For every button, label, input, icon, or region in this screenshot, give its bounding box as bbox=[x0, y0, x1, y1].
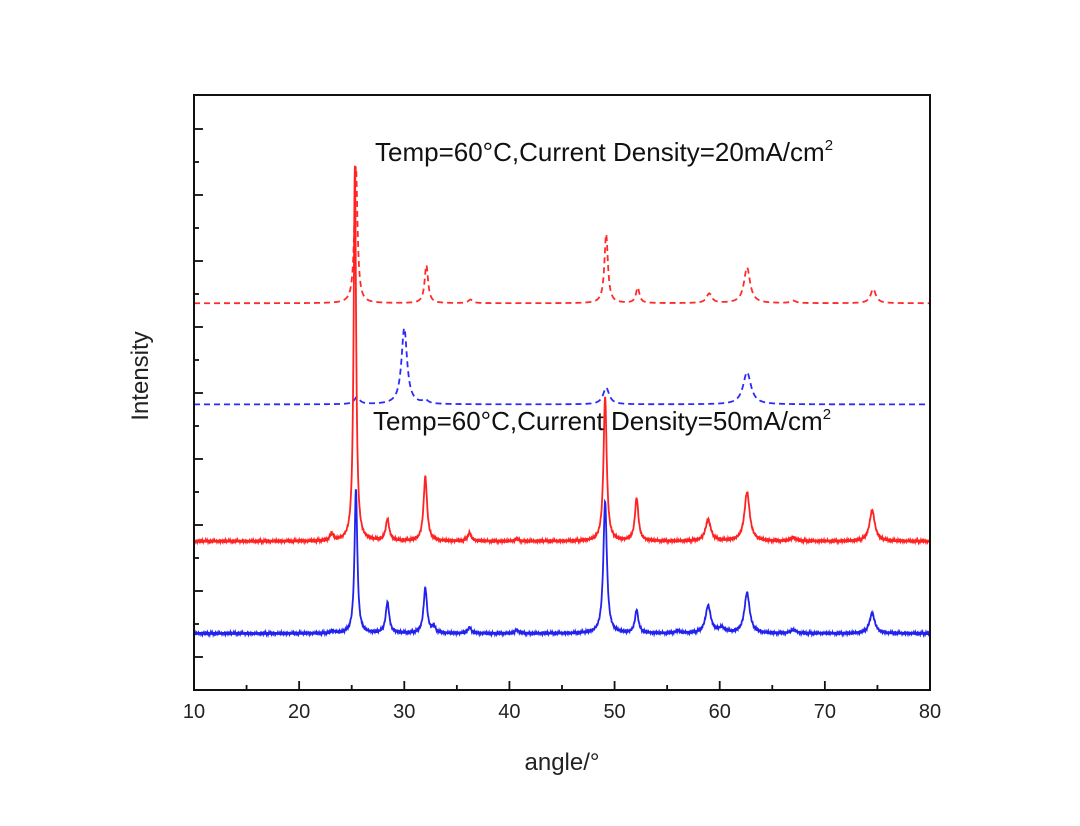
x-tick-label: 20 bbox=[288, 701, 310, 723]
x-tick-label: 50 bbox=[603, 701, 625, 723]
x-tick-label: 80 bbox=[919, 701, 941, 723]
x-tick-label: 10 bbox=[183, 701, 205, 723]
y-axis-title: Intensity bbox=[127, 331, 154, 420]
series-red-solid bbox=[193, 165, 931, 546]
series-red-dashed bbox=[194, 166, 930, 305]
plot-frame bbox=[193, 94, 931, 691]
x-tick-label: 40 bbox=[498, 701, 520, 723]
x-axis-title: angle/° bbox=[525, 749, 600, 776]
x-tick-labels: 10 20 30 40 50 60 70 80 bbox=[183, 701, 941, 723]
tick-layer bbox=[193, 128, 931, 690]
annotation-50mA: Temp=60°C,Current Density=50mA/cm2 bbox=[373, 406, 831, 436]
annotation-20mA: Temp=60°C,Current Density=20mA/cm2 bbox=[375, 137, 833, 167]
series-blue-solid bbox=[193, 489, 931, 639]
series-layer bbox=[193, 165, 931, 639]
x-tick-label: 30 bbox=[393, 701, 415, 723]
x-tick-label: 60 bbox=[709, 701, 731, 723]
series-blue-dashed bbox=[194, 326, 930, 406]
x-tick-label: 70 bbox=[814, 701, 836, 723]
